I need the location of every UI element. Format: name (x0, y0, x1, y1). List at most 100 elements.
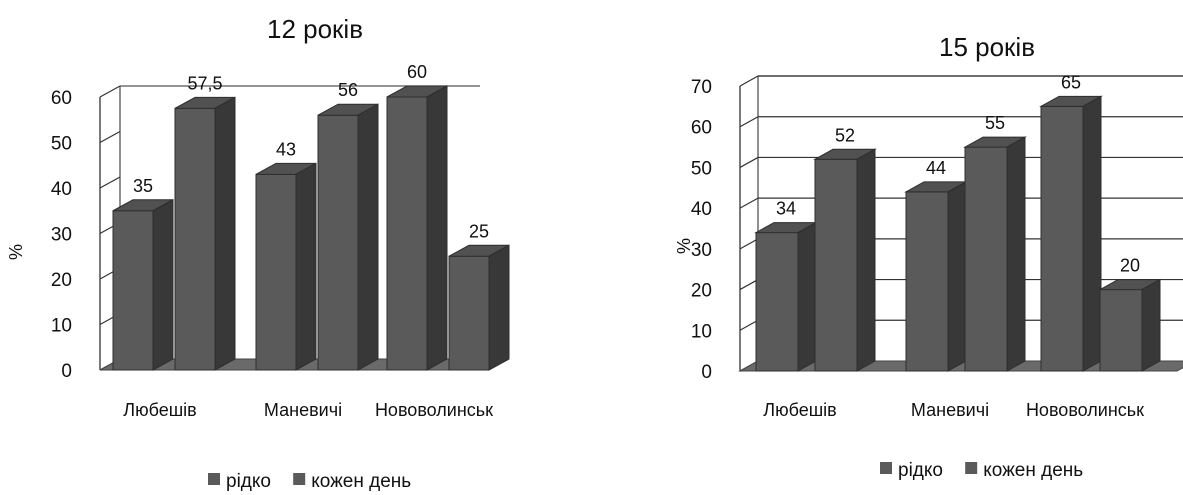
tick-diagonal (739, 238, 759, 250)
y-tick-label: 70 (691, 77, 712, 98)
legend-item: кожен день (293, 471, 411, 492)
category-label: Любешів (763, 400, 836, 420)
legend-item: рідко (208, 471, 271, 492)
category-label: Нововолинськ (1026, 400, 1144, 420)
category-label: Любешів (123, 400, 196, 420)
bar-front (112, 210, 154, 371)
legend-label: кожен день (311, 471, 411, 492)
chart-title: 15 років (939, 32, 1035, 62)
bar (112, 198, 174, 371)
bar (813, 148, 877, 372)
legend-swatch (208, 473, 220, 485)
bar-side (1082, 95, 1102, 372)
data-label: 25 (469, 221, 489, 241)
legend-label: рідко (226, 471, 271, 492)
bar (963, 136, 1027, 372)
chart-title: 12 років (267, 14, 363, 44)
bar-front (174, 107, 216, 371)
bar-front (964, 146, 1008, 372)
y-tick-label: 50 (691, 158, 712, 179)
legend-item: кожен день (965, 460, 1083, 481)
data-label: 52 (835, 125, 855, 145)
bar (1098, 278, 1162, 372)
y-tick-label: 10 (691, 321, 712, 342)
data-label: 43 (276, 139, 296, 159)
bar-front (386, 96, 428, 371)
bar (386, 85, 448, 371)
bar-front (905, 191, 949, 372)
tick-diagonal (739, 319, 759, 331)
bar-side (295, 162, 317, 371)
bar-side (357, 103, 379, 371)
data-label: 44 (926, 158, 946, 178)
y-tick-label: 30 (51, 225, 72, 246)
bar-front (1040, 105, 1084, 372)
tick-diagonal (739, 279, 759, 291)
bar-side (214, 96, 236, 371)
y-axis-label: % (6, 244, 26, 260)
y-tick-label: 60 (51, 88, 72, 109)
y-tick-label: 60 (691, 118, 712, 139)
y-tick-label: 20 (51, 270, 72, 291)
bar (904, 181, 968, 372)
legend: рідко кожен день (880, 460, 1083, 481)
category-label: Нововолинськ (375, 400, 493, 420)
data-label: 57,5 (187, 73, 222, 93)
data-label: 60 (407, 62, 427, 82)
legend-label: рідко (898, 460, 943, 481)
y-tick-label: 20 (691, 281, 712, 302)
tick-diagonal (99, 130, 121, 144)
y-tick-label: 30 (691, 240, 712, 261)
chart-12-years: 0 10 20 30 40 50 60 35 57,5 Любешів 43 56 Маневичі 60… (6, 14, 510, 492)
category-label: Маневичі (911, 400, 989, 420)
data-label: 35 (133, 176, 153, 196)
chart-15-years: 0 10 20 30 40 50 60 70 34 52 Любешів 44 55 Маневичі 65… (674, 32, 1183, 481)
bar-side (426, 85, 448, 371)
y-axis-label: % (674, 238, 694, 254)
bar-side (947, 181, 967, 372)
legend-item: рідко (880, 460, 943, 481)
bar (448, 244, 510, 371)
legend-swatch (293, 473, 306, 485)
bar-front (448, 255, 490, 371)
data-label: 55 (985, 113, 1005, 133)
y-tick-label: 0 (61, 361, 72, 382)
bar (754, 221, 818, 372)
bar-front (255, 173, 297, 371)
legend-swatch (965, 462, 978, 474)
legend-swatch (880, 462, 892, 474)
data-label: 56 (338, 80, 358, 100)
legend: рідко кожен день (208, 471, 411, 492)
legend-label: кожен день (983, 460, 1083, 481)
bar-front (814, 158, 858, 372)
bar (174, 96, 236, 371)
y-tick-label: 10 (51, 316, 72, 337)
bar (1039, 95, 1103, 372)
bar-front (755, 232, 799, 372)
bar-side (856, 148, 876, 372)
category-label: Маневичі (264, 400, 342, 420)
data-label: 65 (1061, 72, 1081, 92)
tick-diagonal (99, 85, 121, 98)
tick-diagonal (739, 197, 759, 209)
bar-side (797, 221, 817, 372)
bar-side (1141, 278, 1161, 372)
data-label: 34 (776, 199, 796, 219)
y-tick-label: 40 (691, 199, 712, 220)
bar (317, 103, 379, 371)
tick-diagonal (739, 75, 759, 87)
bar-side (1006, 136, 1026, 372)
bar-front (317, 114, 359, 371)
bar (255, 162, 317, 371)
bar-front (1099, 289, 1143, 372)
data-label: 20 (1120, 256, 1140, 276)
y-tick-label: 0 (701, 362, 712, 383)
tick-diagonal (99, 176, 121, 189)
bar-side (152, 198, 174, 371)
bar-side (488, 244, 510, 371)
tick-diagonal (739, 116, 759, 128)
y-tick-label: 50 (51, 134, 72, 155)
y-tick-label: 40 (51, 179, 72, 200)
tick-diagonal (739, 156, 759, 168)
